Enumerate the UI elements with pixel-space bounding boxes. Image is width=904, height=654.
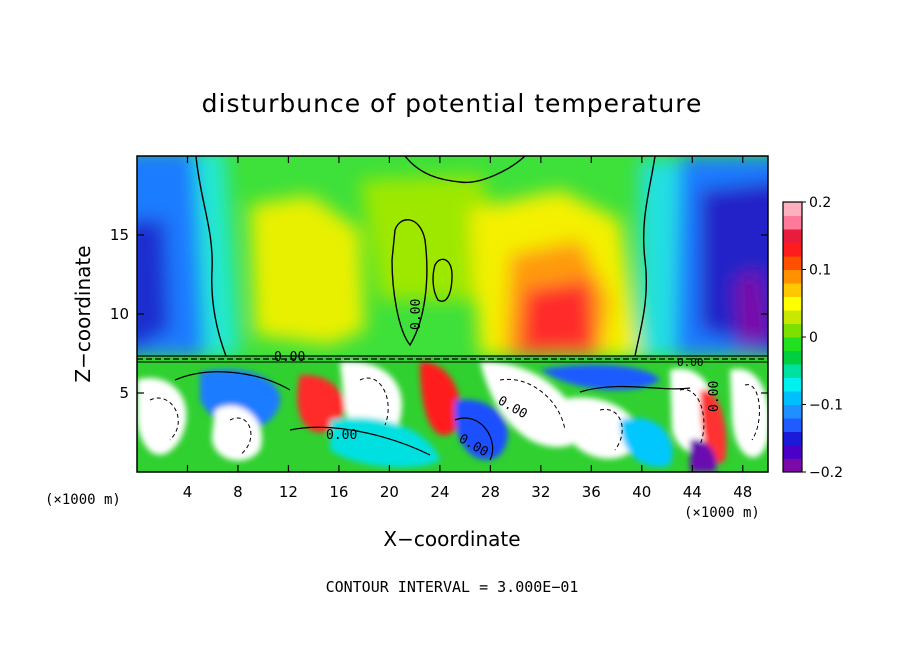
zero-contour-right xyxy=(634,156,656,356)
lower-band-cyan-2 xyxy=(620,418,673,467)
contour-label-6: 0.00 xyxy=(707,381,722,412)
colorbar-swatch xyxy=(783,364,802,378)
colorbar-swatch xyxy=(783,256,802,270)
x-tick-label: 16 xyxy=(329,483,348,501)
lower-band-white-2 xyxy=(211,405,262,461)
colorbar-swatch xyxy=(783,431,802,446)
lower-band-cyan-1 xyxy=(330,417,440,468)
lower-field xyxy=(137,356,768,472)
colorbar-ticks: −0.2 −0.1 0 0.1 0.2 xyxy=(802,195,843,481)
colorbar-swatch xyxy=(783,418,802,432)
y-axis-ticks: 5 10 15 xyxy=(110,226,768,402)
x-tick-label: 32 xyxy=(531,483,550,501)
lower-band-white-4 xyxy=(480,361,582,448)
lower-band-white-7 xyxy=(730,368,768,458)
x-tick-label: 4 xyxy=(183,483,193,501)
colorbar-swatch xyxy=(783,310,802,324)
zero-contour-left xyxy=(195,156,227,356)
y-tick-label: 10 xyxy=(110,305,129,323)
colorbar-swatch xyxy=(783,269,802,284)
field-region-purple-right xyxy=(735,270,768,350)
lower-band-white-5 xyxy=(560,397,640,459)
colorbar-swatch xyxy=(783,391,802,405)
x-unit-left: (×1000 m) xyxy=(45,492,121,508)
contour-label-2: 0.00 xyxy=(409,299,424,330)
colorbar xyxy=(782,201,803,473)
plot-area: 0.00 0.00 0.00 0.00 0.00 0.00 0.00 xyxy=(137,156,768,472)
colorbar-tick-label: 0.2 xyxy=(809,195,831,211)
colorbar-swatch xyxy=(783,283,802,297)
contour-label-7: 0.00 xyxy=(677,356,704,369)
x-tick-label: 28 xyxy=(481,483,500,501)
colorbar-swatch xyxy=(783,296,802,311)
colorbar-swatch xyxy=(783,445,802,459)
zero-contour-top xyxy=(404,156,526,184)
upper-field xyxy=(137,156,768,356)
colorbar-tick-label: 0.1 xyxy=(809,263,831,279)
x-unit-right: (×1000 m) xyxy=(684,505,760,521)
field-region-lime-mid xyxy=(360,175,500,300)
colorbar-swatch xyxy=(783,350,802,365)
colorbar-swatch xyxy=(783,377,802,392)
x-tick-label: 40 xyxy=(632,483,651,501)
lower-band-blue-2 xyxy=(454,399,508,460)
x-tick-label: 36 xyxy=(582,483,601,501)
colorbar-tick-label: −0.2 xyxy=(809,465,843,481)
chart-title: disturbunce of potential temperature xyxy=(202,89,703,118)
zero-contour-center-small xyxy=(432,258,453,302)
x-tick-label: 24 xyxy=(430,483,449,501)
lower-band-red-1 xyxy=(297,374,345,433)
solid-lower-contours xyxy=(174,371,691,461)
contour-label-3: 0.00 xyxy=(326,428,357,443)
x-axis-label: X−coordinate xyxy=(383,527,520,551)
x-tick-label: 44 xyxy=(683,483,702,501)
dashed-contours xyxy=(149,377,760,456)
x-axis-ticks: 4 8 12 16 20 24 28 32 36 40 44 48 xyxy=(183,156,752,501)
inversion-contours xyxy=(137,355,768,363)
y-axis-label: Z−coordinate xyxy=(71,245,95,382)
field-region-yellow-left xyxy=(250,195,365,345)
lower-band-purple xyxy=(690,439,717,472)
lower-band-blue-3 xyxy=(540,364,660,391)
x-tick-label: 12 xyxy=(279,483,298,501)
y-tick-label: 5 xyxy=(119,384,129,402)
contour-interval-note: CONTOUR INTERVAL = 3.000E−01 xyxy=(326,578,579,596)
field-region-navy-left xyxy=(137,220,170,348)
colorbar-swatch xyxy=(783,337,802,351)
zero-contour-center xyxy=(391,219,428,347)
colorbar-swatch xyxy=(783,242,802,257)
field-region-cyan-left xyxy=(195,156,240,356)
colorbar-swatch xyxy=(783,215,802,230)
colorbar-swatch xyxy=(783,229,802,243)
colorbar-swatch xyxy=(783,202,802,216)
colorbar-tick-label: 0 xyxy=(809,330,818,346)
y-tick-label: 15 xyxy=(110,226,129,244)
x-tick-label: 48 xyxy=(733,483,752,501)
x-tick-label: 8 xyxy=(233,483,243,501)
colorbar-swatch xyxy=(783,323,802,338)
colorbar-swatch xyxy=(783,458,802,473)
colorbar-tick-label: −0.1 xyxy=(809,398,843,414)
contour-label-1: 0.00 xyxy=(274,350,305,365)
lower-band-red-2 xyxy=(420,361,461,436)
field-region-red-right xyxy=(520,280,595,352)
colorbar-swatch xyxy=(783,404,802,419)
x-tick-label: 20 xyxy=(380,483,399,501)
